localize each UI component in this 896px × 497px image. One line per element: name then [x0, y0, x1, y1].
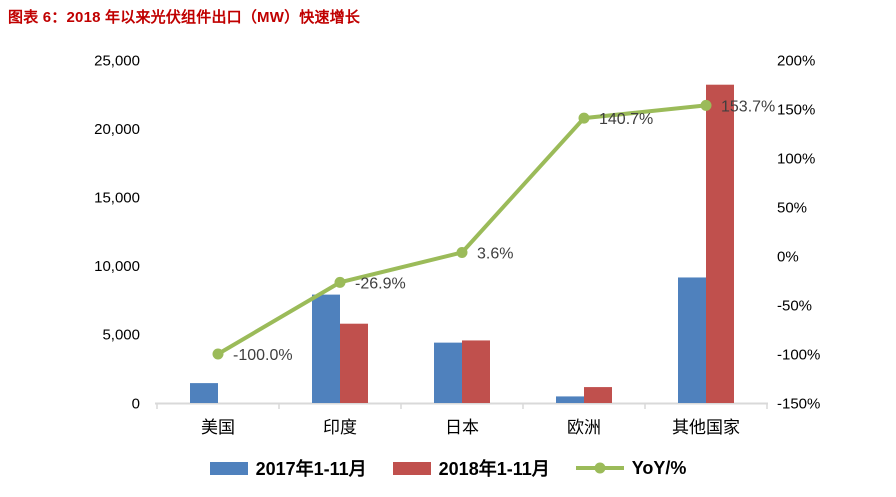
right-axis-tick-label: 0%	[777, 248, 799, 265]
yoy-point-label-欧洲: 140.7%	[599, 111, 653, 128]
yoy-point-label-其他国家: 153.7%	[721, 98, 775, 115]
legend-label-yoy: YoY/%	[631, 457, 687, 478]
yoy-marker-欧洲	[578, 112, 590, 124]
legend-item-2018: 2018年1-11月	[392, 455, 550, 481]
yoy-point-label-印度: -26.9%	[355, 275, 406, 292]
legend-label-2017: 2017年1-11月	[255, 459, 367, 479]
right-axis-tick-label: 200%	[777, 52, 815, 69]
bar-2017年1-11月-印度	[312, 294, 340, 403]
yoy-marker-其他国家	[700, 99, 712, 111]
legend-swatch-2018	[392, 461, 431, 475]
category-label-印度: 印度	[323, 418, 357, 437]
left-axis-tick-label: 0	[132, 395, 140, 412]
legend-item-2017: 2017年1-11月	[209, 455, 367, 481]
yoy-marker-美国	[212, 348, 224, 360]
left-axis-tick-label: 20,000	[94, 121, 140, 138]
category-label-欧洲: 欧洲	[567, 418, 601, 437]
bar-2017年1-11月-美国	[190, 383, 218, 403]
left-axis-tick-label: 15,000	[94, 189, 140, 206]
legend-line-marker-icon	[575, 462, 624, 474]
legend-line-dot-icon	[594, 462, 606, 474]
category-label-美国: 美国	[201, 418, 235, 437]
bar-2017年1-11月-欧洲	[556, 396, 584, 403]
right-axis-tick-label: -50%	[777, 297, 812, 314]
yoy-point-label-日本: 3.6%	[477, 246, 513, 263]
right-axis-tick-label: 150%	[777, 101, 815, 118]
chart-legend: 2017年1-11月 2018年1-11月 YoY/%	[0, 455, 896, 481]
bar-2018年1-11月-其他国家	[706, 84, 734, 404]
yoy-marker-印度	[334, 276, 346, 288]
bar-2018年1-11月-日本	[462, 340, 490, 403]
bar-2018年1-11月-印度	[340, 323, 368, 403]
legend-label-2018: 2018年1-11月	[438, 459, 550, 479]
left-axis-tick-label: 5,000	[102, 327, 140, 344]
bar-2017年1-11月-日本	[434, 342, 462, 403]
yoy-line	[216, 103, 708, 356]
legend-swatch-2017	[209, 461, 248, 475]
right-axis-tick-label: -100%	[777, 346, 820, 363]
category-label-其他国家: 其他国家	[672, 418, 740, 437]
bar-2017年1-11月-其他国家	[678, 277, 706, 403]
right-axis-tick-label: 100%	[777, 150, 815, 167]
legend-item-yoy: YoY/%	[575, 457, 687, 479]
yoy-point-label-美国: -100.0%	[233, 347, 293, 364]
left-axis-tick-label: 10,000	[94, 258, 140, 275]
right-axis-tick-label: -150%	[777, 395, 820, 412]
left-axis-tick-label: 25,000	[94, 52, 140, 69]
chart-title: 图表 6：2018 年以来光伏组件出口（MW）快速增长	[8, 9, 361, 26]
bar-2018年1-11月-欧洲	[584, 387, 612, 403]
right-axis-tick-label: 50%	[777, 199, 807, 216]
yoy-marker-日本	[456, 246, 468, 258]
category-label-日本: 日本	[445, 418, 479, 437]
